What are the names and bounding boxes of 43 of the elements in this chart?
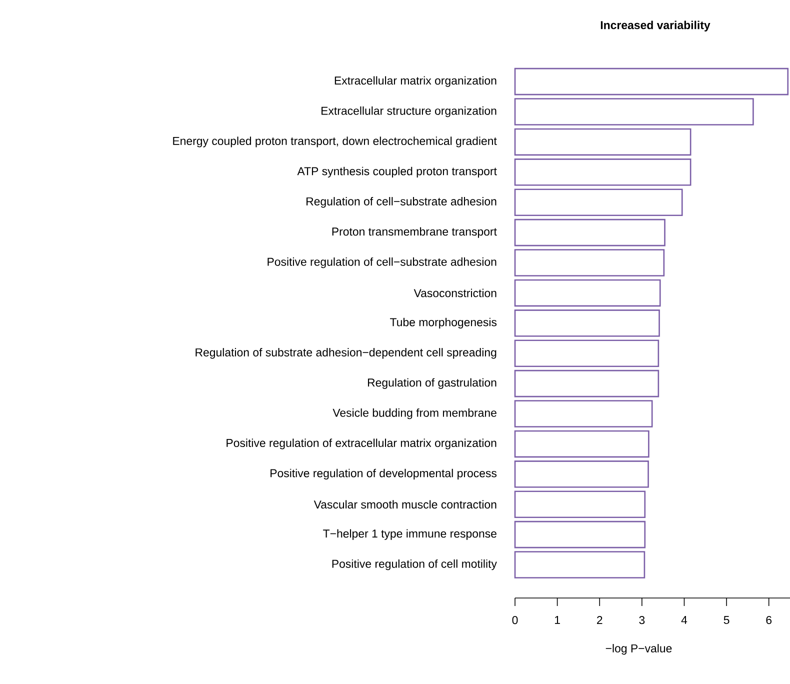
y-tick-label: Proton transmembrane transport (332, 227, 497, 238)
y-tick-label: Regulation of substrate adhesion−dependent cell spreading (196, 348, 496, 359)
y-tick-label: Vesicle budding from membrane (332, 408, 496, 420)
bar (514, 370, 660, 398)
y-tick-label: Vascular smooth muscle contraction (314, 500, 496, 509)
chart-title: Increased variability (600, 20, 710, 32)
bar (514, 128, 692, 156)
bar (514, 430, 650, 458)
bar (514, 520, 646, 548)
bar (514, 249, 665, 276)
bar (514, 340, 660, 368)
x-tick-label: 4 (681, 616, 688, 624)
x-tick-label: 5 (724, 616, 730, 624)
y-tick-label: Extracellular matrix organization (334, 76, 496, 87)
y-tick-label: ATP synthesis coupled proton transport (297, 166, 497, 178)
y-tick-label: Positive regulation of cell motility (332, 559, 497, 570)
x-axis-title: −log P−value (606, 644, 672, 655)
y-tick-label: Vasoconstriction (414, 288, 496, 298)
y-tick-label: Positive regulation of cell−substrate adhesion (268, 257, 496, 268)
y-tick-label: Positive regulation of developmental process (270, 468, 497, 480)
bar (514, 68, 789, 96)
bar (514, 218, 666, 246)
bar (514, 279, 661, 307)
y-tick-label: Regulation of gastrulation (368, 378, 496, 389)
y-tick-label: Regulation of cell−substrate adhesion (306, 197, 496, 208)
y-tick-label: Positive regulation of extracellular matrix organization (226, 438, 496, 450)
y-tick-label: T−helper 1 type immune response (323, 529, 496, 540)
bar (514, 310, 660, 337)
bar (514, 400, 653, 428)
y-tick-label: Energy coupled proton transport, down electrochemical gradient (173, 136, 497, 148)
bar (514, 158, 692, 186)
y-tick-label: Tube morphogenesis (390, 318, 497, 329)
bar (514, 490, 646, 518)
bar (514, 460, 649, 488)
bar (514, 551, 646, 578)
x-tick-label: 0 (512, 616, 518, 624)
bar (514, 98, 754, 126)
y-tick-label: Extracellular structure organization (322, 106, 496, 118)
x-tick-label: 2 (597, 616, 602, 624)
x-tick-label: 1 (555, 616, 560, 624)
x-tick-label: 3 (639, 616, 645, 624)
x-tick-label: 6 (766, 616, 772, 624)
bar (514, 188, 683, 216)
